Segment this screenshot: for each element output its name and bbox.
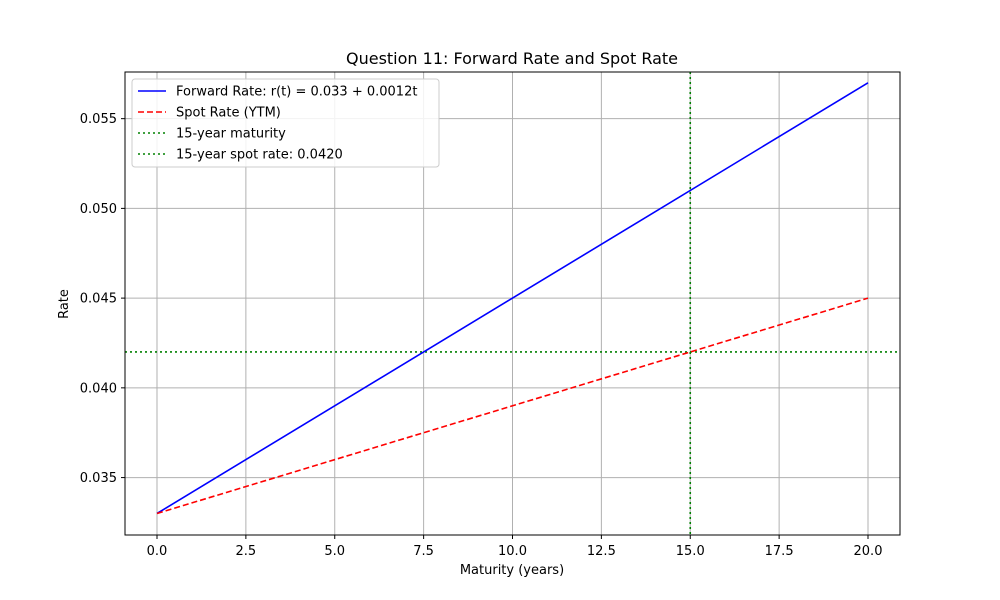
y-tick-label: 0.045: [80, 292, 117, 307]
x-tick-label: 12.5: [587, 544, 616, 559]
legend: Forward Rate: r(t) = 0.033 + 0.0012t Spot…: [131, 78, 440, 168]
y-tick-label: 0.040: [80, 381, 117, 396]
forward-rate-line: [156, 82, 869, 515]
series-lines: [156, 82, 869, 515]
x-axis-label: Maturity (years): [460, 563, 564, 578]
x-tick-label: 15.0: [676, 544, 705, 559]
x-tick-label: 10.0: [498, 544, 527, 559]
chart-title: Question 11: Forward Rate and Spot Rate: [346, 49, 678, 68]
x-tick-label: 0.0: [147, 544, 168, 559]
reference-lines: [125, 72, 900, 535]
y-axis-label: Rate: [57, 289, 72, 319]
y-tick-label: 0.035: [80, 471, 117, 486]
y-tick-label: 0.050: [80, 202, 117, 217]
x-axis-ticks: 0.0 2.5 5.0 7.5 10.0 12.5 15.0 17.5 20.0: [147, 535, 883, 559]
x-tick-label: 5.0: [324, 544, 345, 559]
x-tick-label: 7.5: [413, 544, 434, 559]
spot-rate-line: [156, 297, 869, 515]
x-tick-label: 20.0: [854, 544, 883, 559]
grid: [125, 72, 900, 535]
y-axis-ticks: 0.035 0.040 0.045 0.050 0.055: [80, 112, 125, 486]
legend-label: Forward Rate: r(t) = 0.033 + 0.0012t: [176, 85, 417, 100]
legend-label: 15-year spot rate: 0.0420: [176, 148, 343, 163]
x-tick-label: 2.5: [236, 544, 257, 559]
legend-box: [131, 78, 440, 168]
legend-label: 15-year maturity: [176, 127, 286, 142]
legend-label: Spot Rate (YTM): [176, 106, 281, 121]
y-tick-label: 0.055: [80, 112, 117, 127]
x-tick-label: 17.5: [765, 544, 794, 559]
